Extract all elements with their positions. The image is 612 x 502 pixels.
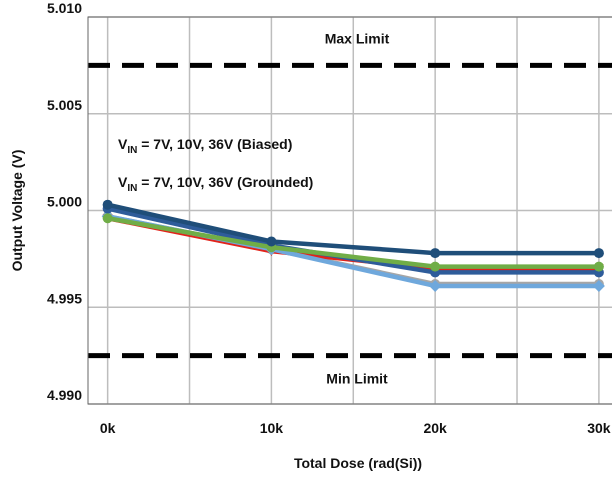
y-tick-label: 5.005 bbox=[47, 97, 82, 113]
limit-label: Max Limit bbox=[325, 30, 390, 46]
x-tick-label: 30k bbox=[587, 420, 611, 436]
grid bbox=[88, 16, 612, 405]
series bbox=[102, 213, 604, 272]
series-line bbox=[107, 202, 599, 256]
y-tick-label: 4.990 bbox=[47, 387, 82, 403]
data-point bbox=[593, 261, 604, 272]
series bbox=[102, 199, 604, 259]
y-tick-label: 4.995 bbox=[47, 290, 82, 306]
series-line bbox=[107, 216, 599, 269]
data-point bbox=[592, 279, 605, 292]
annotations: VIN = 7V, 10V, 36V (Biased) VIN = 7V, 10V… bbox=[118, 136, 313, 194]
plot-frame bbox=[87, 16, 612, 405]
y-tick-label: 5.010 bbox=[47, 0, 82, 16]
data-point bbox=[429, 279, 442, 292]
y-tick-label: 5.000 bbox=[47, 194, 82, 210]
x-tick-label: 0k bbox=[100, 420, 116, 436]
data-point bbox=[102, 199, 113, 210]
data-point bbox=[266, 236, 277, 247]
limit-label: Min Limit bbox=[326, 371, 388, 387]
series-layer bbox=[101, 199, 605, 292]
x-axis-title: Total Dose (rad(Si)) bbox=[294, 455, 422, 471]
data-point bbox=[102, 213, 113, 224]
x-tick-label: 10k bbox=[260, 420, 284, 436]
data-point bbox=[430, 248, 441, 259]
y-axis-title: Output Voltage (V) bbox=[9, 150, 25, 272]
vin-annotation: VIN = 7V, 10V, 36V (Grounded) bbox=[118, 174, 313, 194]
x-tick-label: 20k bbox=[423, 420, 447, 436]
data-point bbox=[593, 248, 604, 259]
data-point bbox=[430, 261, 441, 272]
vin-annotation: VIN = 7V, 10V, 36V (Biased) bbox=[118, 136, 292, 156]
y-tick-labels: 4.990 4.995 5.000 5.005 5.010 bbox=[47, 0, 82, 403]
x-tick-labels: 0k 10k 20k 30k bbox=[100, 420, 611, 436]
limit-lines: Max Limit Min Limit bbox=[88, 30, 612, 387]
